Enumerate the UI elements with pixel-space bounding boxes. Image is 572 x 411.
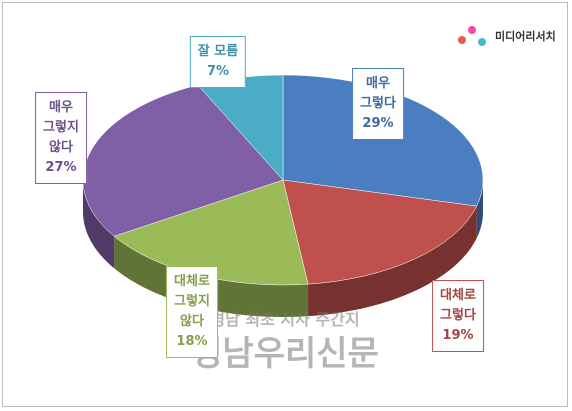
logo: 미디어리서치 xyxy=(495,29,556,43)
logo-dot xyxy=(468,26,476,34)
value-label: 7% xyxy=(206,64,230,79)
data-label: 잘 모름 7% xyxy=(189,36,247,88)
value-label: 19% xyxy=(442,328,474,343)
slice xyxy=(282,74,484,207)
slice-side xyxy=(308,206,477,317)
logo-dot xyxy=(478,38,486,46)
slice xyxy=(82,84,284,237)
slice-side xyxy=(114,236,309,317)
slice-side xyxy=(83,180,115,269)
category-label: 매우 그렇지 않다 xyxy=(43,100,79,155)
category-label: 대체로 그렇지 않다 xyxy=(174,274,210,329)
slice-side xyxy=(476,180,483,239)
watermark-subtitle: 경남 최초 시사 주간지 xyxy=(210,310,360,329)
value-label: 18% xyxy=(176,334,208,349)
category-label: 잘 모름 xyxy=(197,44,239,59)
category-label: 대체로 그렇다 xyxy=(440,288,476,323)
value-label: 27% xyxy=(45,160,77,175)
value-label: 29% xyxy=(362,116,394,131)
data-label: 매우 그렇지 않다 27% xyxy=(35,92,87,184)
frame xyxy=(2,2,568,407)
data-label: 매우 그렇다 29% xyxy=(352,68,404,140)
watermark-name: 경남우리신문 xyxy=(191,334,379,374)
data-label: 대체로 그렇다 19% xyxy=(432,280,484,352)
data-label: 대체로 그렇지 않다 18% xyxy=(166,266,218,358)
category-label: 매우 그렇다 xyxy=(360,76,396,111)
slice xyxy=(282,179,478,285)
logo-dot xyxy=(458,36,466,44)
